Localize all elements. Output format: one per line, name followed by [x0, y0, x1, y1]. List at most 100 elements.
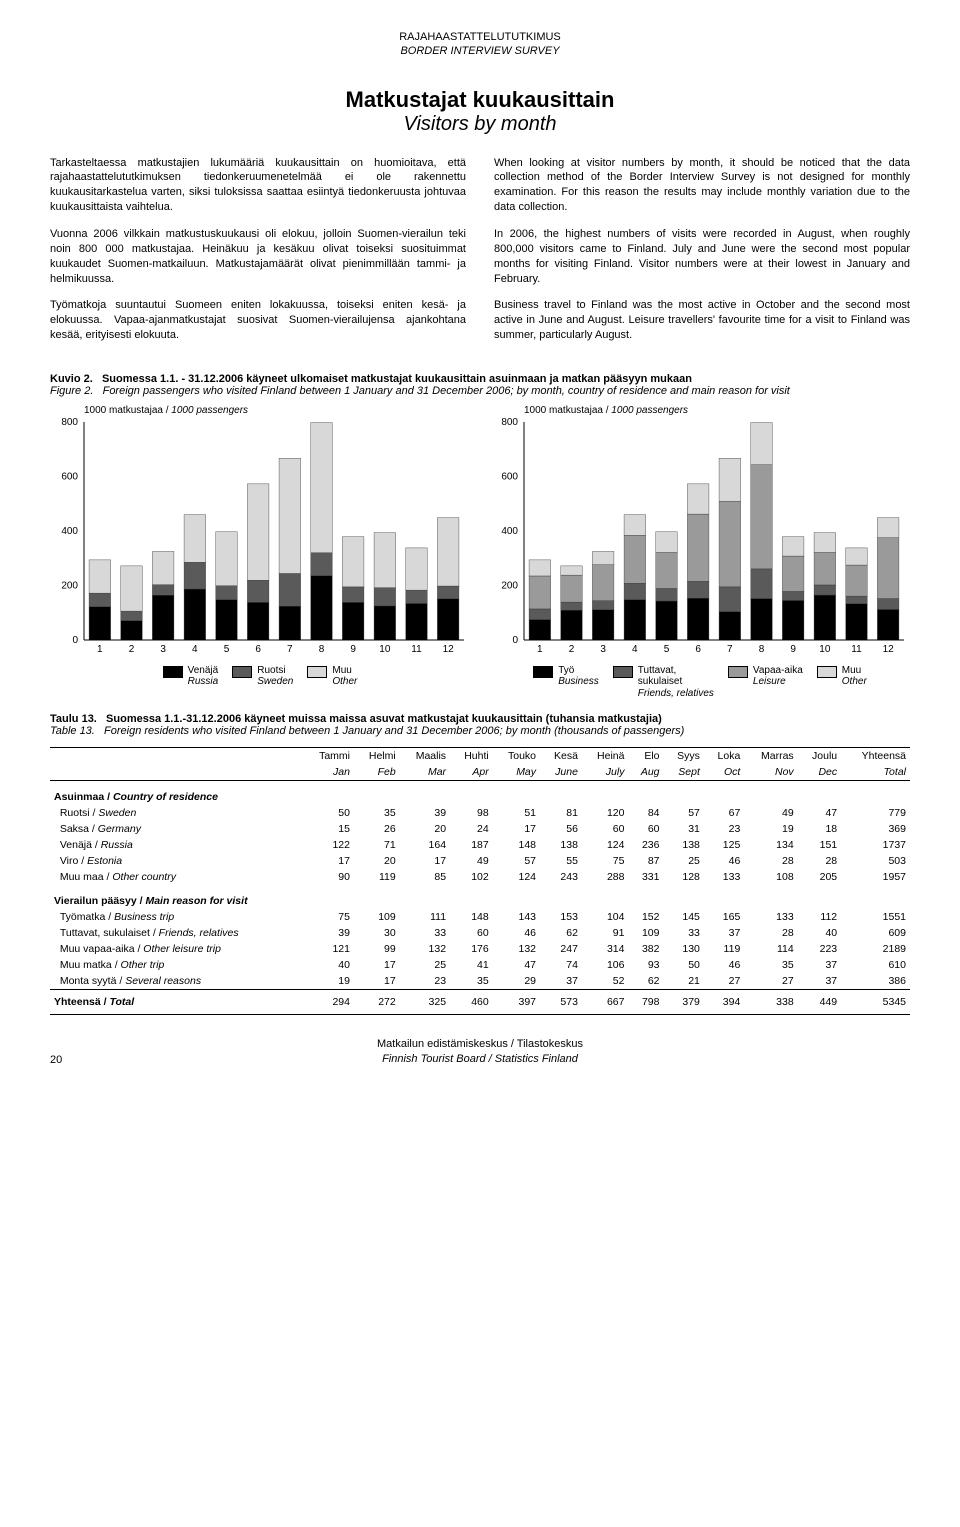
body-text-columns: Tarkasteltaessa matkustajien lukumääriä …: [50, 156, 910, 355]
svg-text:5: 5: [224, 644, 230, 655]
legend-swatch: [533, 666, 553, 678]
table-row: Venäjä / Russia1227116418714813812423613…: [50, 837, 910, 853]
svg-text:6: 6: [255, 644, 261, 655]
page-subtitle: Visitors by month: [50, 113, 910, 136]
legend-item: RuotsiSweden: [232, 665, 293, 688]
chart-right-wrap: 1000 matkustajaa / 1000 passengers 0 200 4…: [490, 405, 910, 700]
data-table: TammiHelmiMaalisHuhtiToukoKesäHeinäEloSy…: [50, 747, 910, 1015]
chart-left-axis-label: 1000 matkustajaa / 1000 passengers: [84, 405, 470, 416]
legend-text: TyöBusiness: [558, 665, 599, 688]
right-p1: When looking at visitor numbers by month…: [494, 156, 910, 215]
legend-swatch: [307, 666, 327, 678]
svg-text:7: 7: [727, 644, 733, 655]
svg-text:800: 800: [61, 418, 78, 428]
svg-text:400: 400: [61, 526, 78, 537]
svg-text:4: 4: [192, 644, 198, 655]
legend-text: RuotsiSweden: [257, 665, 293, 688]
legend-swatch: [232, 666, 252, 678]
table-section: Asuinmaa / Country of residence: [50, 781, 910, 806]
table-row: Työmatka / Business trip7510911114814315…: [50, 909, 910, 925]
legend-item: TyöBusiness: [533, 665, 599, 700]
legend-item: Tuttavat,sukulaisetFriends, relatives: [613, 665, 714, 700]
svg-text:12: 12: [883, 644, 895, 655]
svg-text:400: 400: [501, 526, 518, 537]
svg-text:800: 800: [501, 418, 518, 428]
svg-text:5: 5: [664, 644, 670, 655]
svg-text:200: 200: [501, 580, 518, 591]
figure-caption: Kuvio 2. Suomessa 1.1. - 31.12.2006 käyn…: [50, 373, 910, 397]
svg-text:8: 8: [319, 644, 325, 655]
svg-text:600: 600: [501, 471, 518, 482]
header-line1: RAJAHAASTATTELUTUTKIMUS: [50, 30, 910, 44]
table-num-en: Table 13.: [50, 725, 95, 737]
legend-swatch: [613, 666, 633, 678]
table-row: Muu maa / Other country90119851021242432…: [50, 869, 910, 885]
svg-text:0: 0: [72, 635, 78, 646]
table-caption: Taulu 13. Suomessa 1.1.-31.12.2006 käyne…: [50, 713, 910, 737]
table-title-fi: Suomessa 1.1.-31.12.2006 käyneet muissa …: [106, 713, 662, 725]
legend-item: MuuOther: [817, 665, 867, 700]
header-line2: BORDER INTERVIEW SURVEY: [50, 44, 910, 58]
fig-num-fi: Kuvio 2.: [50, 373, 93, 385]
legend-item: MuuOther: [307, 665, 357, 688]
svg-text:3: 3: [160, 644, 166, 655]
right-col: When looking at visitor numbers by month…: [494, 156, 910, 355]
svg-text:4: 4: [632, 644, 638, 655]
left-p1: Tarkasteltaessa matkustajien lukumääriä …: [50, 156, 466, 215]
table-row: Ruotsi / Sweden5035399851811208457674947…: [50, 805, 910, 821]
svg-text:11: 11: [851, 644, 862, 655]
table-row: Viro / Estonia17201749575575872546282850…: [50, 853, 910, 869]
table-head-en: JanFebMarAprMayJuneJulyAugSeptOctNovDecT…: [50, 764, 910, 781]
left-p2: Vuonna 2006 vilkkain matkustuskuukausi o…: [50, 227, 466, 286]
table-row: Muu matka / Other trip401725414774106935…: [50, 957, 910, 973]
chart-right-axis-label: 1000 matkustajaa / 1000 passengers: [524, 405, 910, 416]
table-row: Muu vapaa-aika / Other leisure trip12199…: [50, 941, 910, 957]
footer-line1: Matkailun edistämiskeskus / Tilastokesku…: [90, 1037, 870, 1051]
legend-text: MuuOther: [332, 665, 357, 688]
table-head-fi: TammiHelmiMaalisHuhtiToukoKesäHeinäEloSy…: [50, 748, 910, 765]
legend-text: Vapaa-aikaLeisure: [753, 665, 803, 688]
svg-text:7: 7: [287, 644, 293, 655]
legend-text: MuuOther: [842, 665, 867, 688]
footer-line2: Finnish Tourist Board / Statistics Finla…: [90, 1052, 870, 1066]
svg-text:1: 1: [537, 644, 543, 655]
fig-num-en: Figure 2.: [50, 385, 93, 397]
charts-row: 1000 matkustajaa / 1000 passengers 0 200 4…: [50, 405, 910, 700]
right-p3: Business travel to Finland was the most …: [494, 298, 910, 343]
svg-text:0: 0: [512, 635, 518, 646]
svg-text:9: 9: [350, 644, 356, 655]
svg-text:2: 2: [569, 644, 575, 655]
svg-text:11: 11: [411, 644, 422, 655]
left-p3: Työmatkoja suuntautui Suomeen eniten lok…: [50, 298, 466, 343]
svg-text:10: 10: [379, 644, 391, 655]
doc-header: RAJAHAASTATTELUTUTKIMUS BORDER INTERVIEW…: [50, 30, 910, 59]
table-total-row: Yhteensä / Total294272325460397573667798…: [50, 990, 910, 1015]
svg-text:8: 8: [759, 644, 765, 655]
legend-item: Vapaa-aikaLeisure: [728, 665, 803, 700]
svg-text:6: 6: [695, 644, 701, 655]
fig-title-fi: Suomessa 1.1. - 31.12.2006 käyneet ulkom…: [102, 373, 692, 385]
table-title-en: Foreign residents who visited Finland be…: [104, 725, 684, 737]
legend-text: VenäjäRussia: [188, 665, 219, 688]
chart-left: 0200400600800123456789101112: [50, 418, 470, 658]
page-title: Matkustajat kuukausittain: [50, 87, 910, 113]
chart-left-wrap: 1000 matkustajaa / 1000 passengers 0 200 4…: [50, 405, 470, 700]
svg-text:9: 9: [790, 644, 796, 655]
table-row: Saksa / Germany1526202417566060312319183…: [50, 821, 910, 837]
chart-right: 0200400600800123456789101112: [490, 418, 910, 658]
legend-swatch: [163, 666, 183, 678]
page-number: 20: [50, 1054, 90, 1066]
svg-text:10: 10: [819, 644, 831, 655]
table-row: Monta syytä / Several reasons19172335293…: [50, 973, 910, 990]
svg-text:2: 2: [129, 644, 135, 655]
footer-center: Matkailun edistämiskeskus / Tilastokesku…: [90, 1037, 870, 1066]
svg-text:200: 200: [61, 580, 78, 591]
table-num-fi: Taulu 13.: [50, 713, 97, 725]
legend-swatch: [817, 666, 837, 678]
page-title-block: Matkustajat kuukausittain Visitors by mo…: [50, 87, 910, 136]
legend-item: VenäjäRussia: [163, 665, 219, 688]
table-section: Vierailun pääsyy / Main reason for visit: [50, 885, 910, 909]
legend-text: Tuttavat,sukulaisetFriends, relatives: [638, 665, 714, 700]
left-col: Tarkasteltaessa matkustajien lukumääriä …: [50, 156, 466, 355]
chart-right-legend: TyöBusiness Tuttavat,sukulaisetFriends, r…: [490, 665, 910, 700]
